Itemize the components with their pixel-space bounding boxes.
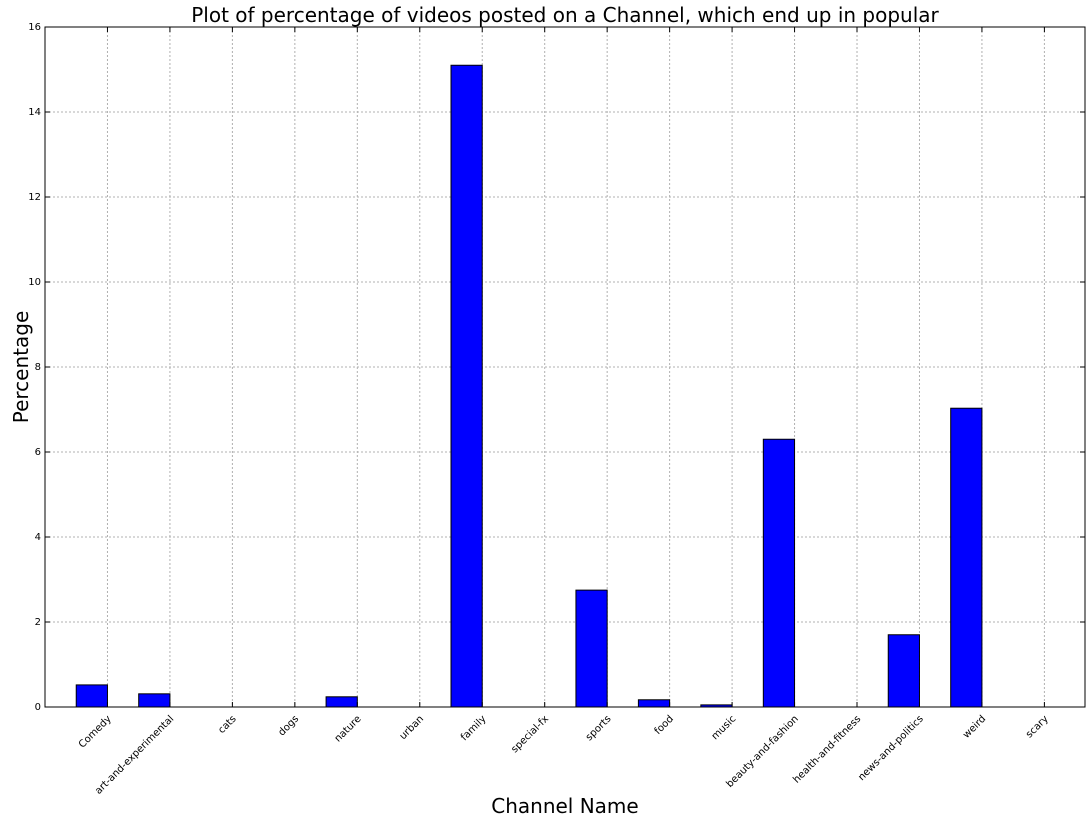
y-tick-label: 12 [28,192,41,203]
bar-weird [950,407,983,708]
bar-art-and-experimental [138,693,171,708]
chart-title: Plot of percentage of videos posted on a… [191,3,939,27]
x-tick-label: beauty-and-fashion [724,714,800,790]
x-tick-label: nature [333,714,364,745]
bar-food [637,699,671,708]
x-tick-label: special-fx [509,714,551,756]
y-axis-label: Percentage [9,311,33,424]
x-tick-label: scary [1024,714,1051,741]
x-tick-label: weird [961,714,988,741]
grid [45,26,1085,708]
x-tick-label: dogs [276,714,301,739]
x-tick-label: urban [398,714,426,742]
y-tick-label: 8 [35,362,41,373]
y-tick-label: 6 [35,447,41,458]
x-tick-label: cats [216,714,238,736]
bar-family [450,64,483,708]
bar-news-and-politics [887,634,920,708]
y-tick-label: 0 [35,702,41,713]
x-tick-label: sports [584,714,614,744]
x-axis-label: Channel Name [491,794,638,818]
bar-beauty-and-fashion [762,438,796,708]
y-tick-label: 10 [28,277,41,288]
y-tick-label: 4 [35,532,41,543]
bar-nature [325,696,358,708]
x-tick-label: health-and-fitness [791,714,863,786]
x-tick-label: Comedy [77,714,114,751]
x-tick-label: news-and-politics [856,714,926,784]
x-tick-label: music [710,714,739,743]
x-tick-label: food [653,714,676,737]
bar-sports [575,589,608,708]
bar-comedy [75,684,108,708]
y-tick-label: 16 [28,22,41,33]
bars [75,64,983,708]
y-tick-label: 2 [35,617,41,628]
x-tick-label: family [459,714,489,744]
y-tick-label: 14 [28,107,41,118]
